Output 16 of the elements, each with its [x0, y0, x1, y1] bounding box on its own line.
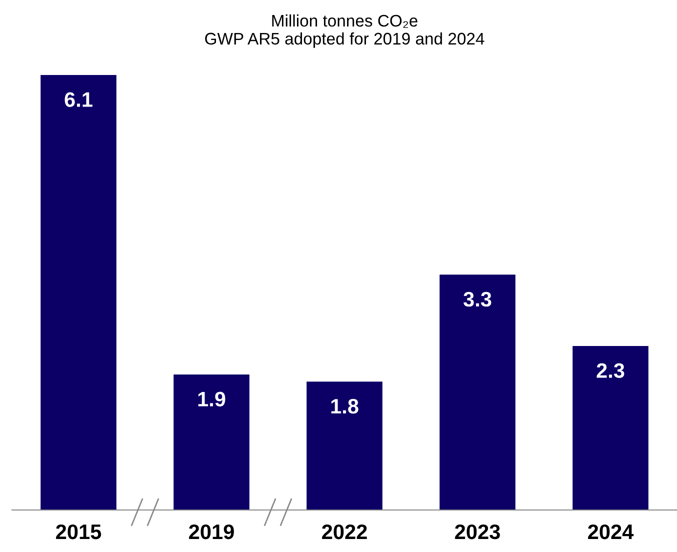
x-tick-label: 2015: [56, 524, 102, 540]
x-tick-label: 2023: [455, 524, 500, 540]
data-label: 1.8: [331, 398, 358, 414]
bar: [174, 374, 250, 510]
x-tick-label: 2024: [588, 524, 634, 540]
data-label: 3.3: [464, 292, 492, 307]
chart-title: Million tonnes CO₂e GWP AR5 adopted for 2019 and 2024: [205, 14, 484, 48]
data-label: 1.9: [198, 392, 226, 406]
x-tick-label: 2019: [189, 524, 234, 540]
bar: [40, 75, 116, 510]
x-tick-label: 2022: [322, 524, 367, 540]
bar: [306, 382, 382, 510]
data-label: 6.1: [64, 92, 92, 107]
bar: [572, 346, 648, 510]
data-label: 2.3: [596, 363, 624, 378]
bar: [440, 274, 516, 510]
